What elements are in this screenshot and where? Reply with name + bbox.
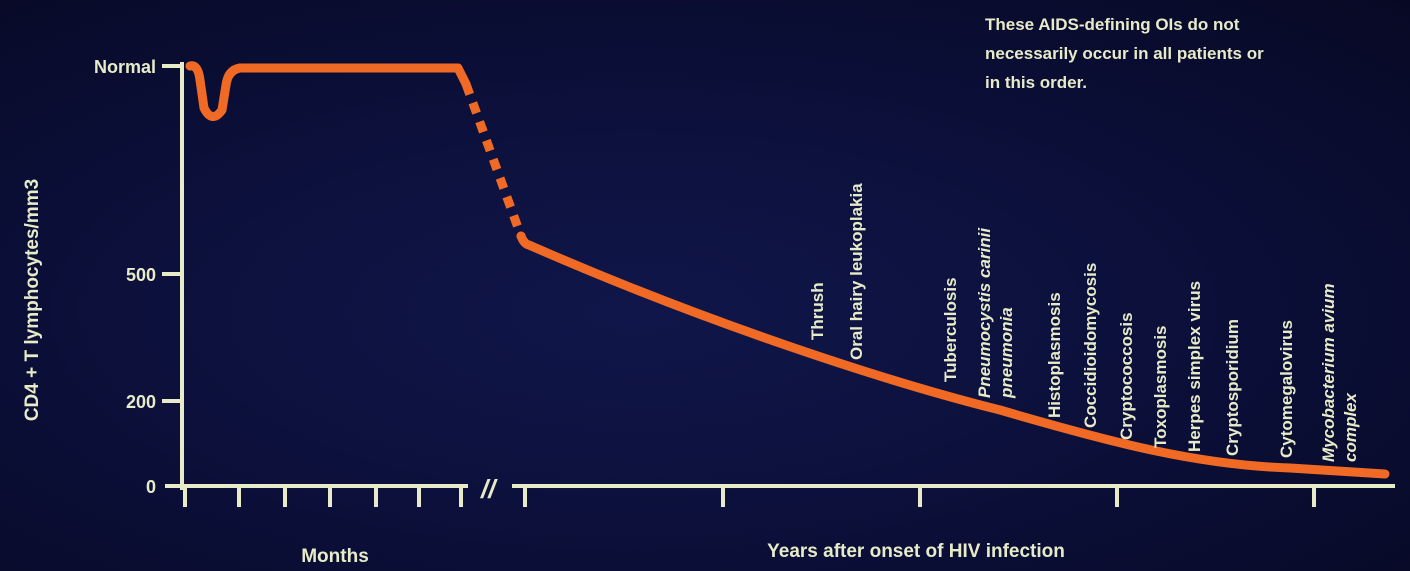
- oi-cryptococcosis: Cryptococcosis: [1117, 312, 1136, 440]
- note-line-2: necessarily occur in all patients or: [985, 44, 1264, 63]
- oi-labels: Thrush Oral hairy leukoplakia Tuberculos…: [808, 183, 1360, 462]
- y-tick-label-0: 0: [146, 477, 156, 497]
- note-line-3: in this order.: [985, 73, 1087, 92]
- oi-toxoplasmosis: Toxoplasmosis: [1151, 326, 1170, 449]
- oi-herpes-simplex-virus: Herpes simplex virus: [1185, 281, 1204, 452]
- oi-tuberculosis: Tuberculosis: [941, 277, 960, 382]
- y-axis-title: CD4 + T lymphocytes/mm3: [22, 179, 43, 421]
- cd4-curve-early: [185, 61, 471, 121]
- oi-histoplasmosis: Histoplasmosis: [1045, 292, 1064, 418]
- oi-cryptosporidium: Cryptosporidium: [1223, 319, 1242, 456]
- oi-thrush: Thrush: [808, 282, 827, 340]
- oi-pneumocystis-carinii-pneumonia: Pneumocystis carinii pneumonia: [975, 223, 1016, 399]
- y-tick-label-normal: Normal: [94, 57, 156, 77]
- axis-break-marker: //: [480, 474, 498, 504]
- y-tick-label-200: 200: [126, 392, 156, 412]
- oi-oral-hairy-leukoplakia: Oral hairy leukoplakia: [847, 183, 866, 360]
- oi-mycobacterium-avium-complex: Mycobacterium avium complex: [1319, 279, 1360, 462]
- x-axis-title-months: Months: [301, 546, 369, 567]
- note-line-1: These AIDS-defining OIs do not: [985, 15, 1240, 34]
- oi-coccidioidomycosis: Coccidioidomycosis: [1081, 263, 1100, 428]
- cd4-curve-transition: [461, 82, 526, 238]
- y-tick-label-500: 500: [126, 265, 156, 285]
- x-axis-title-years: Years after onset of HIV infection: [767, 541, 1065, 562]
- cd4-curve-decline: [516, 231, 1390, 479]
- oi-cytomegalovirus: Cytomegalovirus: [1277, 320, 1296, 458]
